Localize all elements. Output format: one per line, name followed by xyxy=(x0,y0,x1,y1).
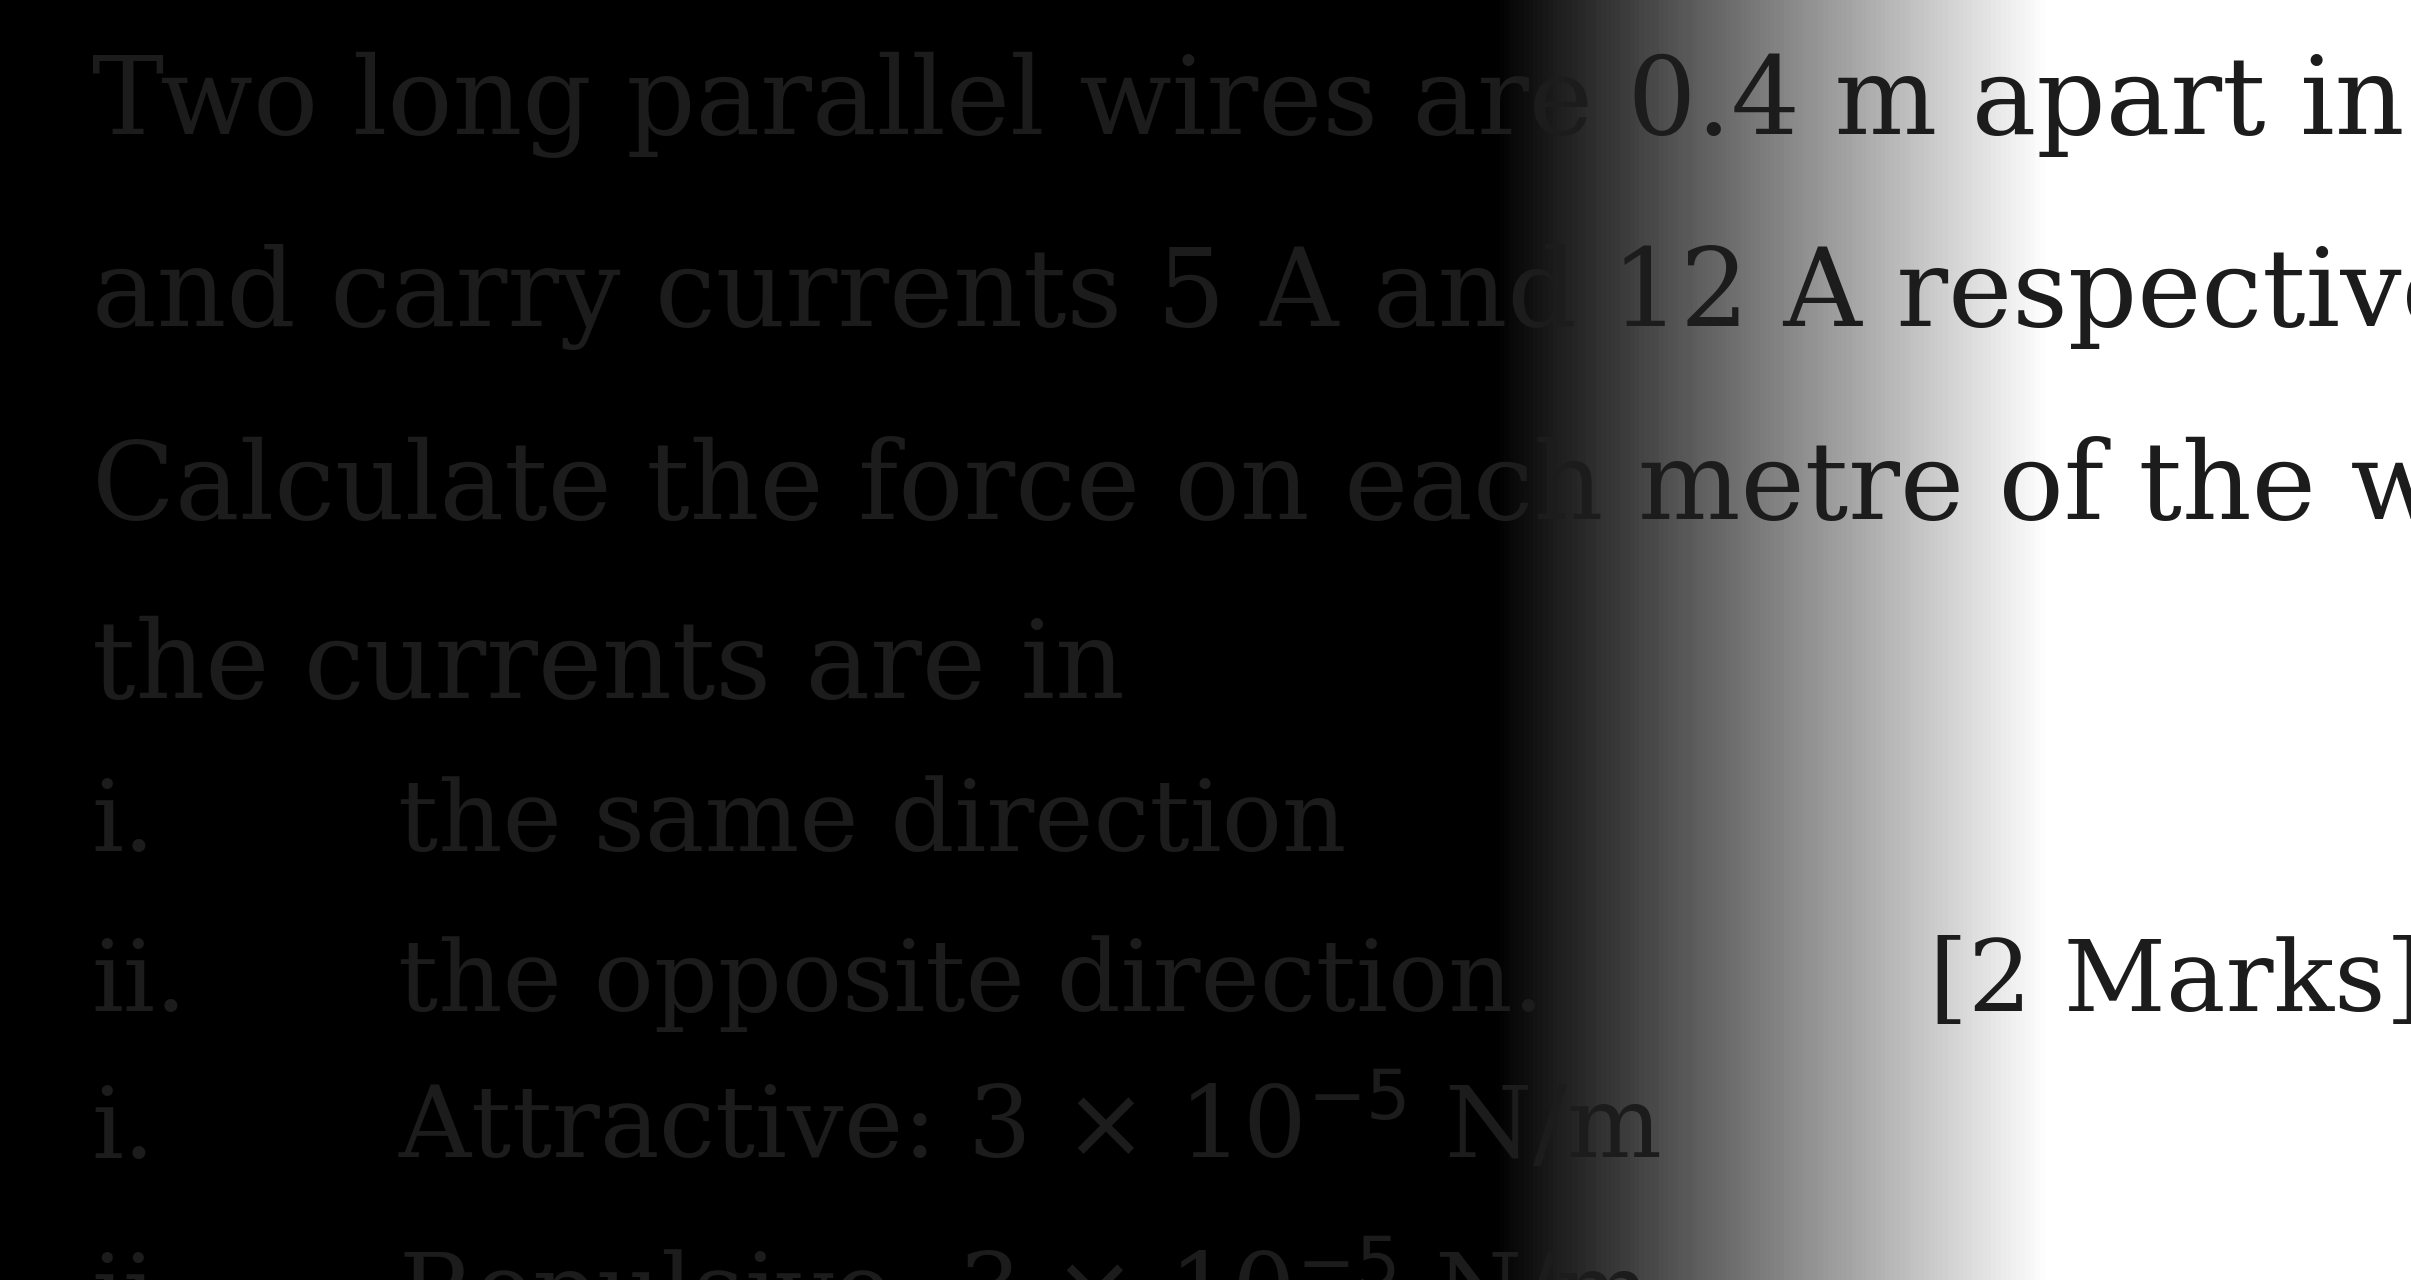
Text: i.: i. xyxy=(92,777,154,872)
Text: Attractive: 3 $\times$ 10$^{-5}$ N/m: Attractive: 3 $\times$ 10$^{-5}$ N/m xyxy=(398,1076,1661,1179)
Text: ii.: ii. xyxy=(92,937,188,1032)
Text: the same direction: the same direction xyxy=(398,777,1345,872)
Text: Calculate the force on each metre of the wire, if: Calculate the force on each metre of the… xyxy=(92,436,2411,541)
Text: [2 Marks]: [2 Marks] xyxy=(1929,937,2411,1032)
Text: Two long parallel wires are 0.4 m apart in air: Two long parallel wires are 0.4 m apart … xyxy=(92,52,2411,159)
Text: ii.: ii. xyxy=(92,1251,188,1280)
Text: Repulsive: 3 $\times$ 10$^{-5}$ N/m: Repulsive: 3 $\times$ 10$^{-5}$ N/m xyxy=(398,1233,1649,1280)
Text: the currents are in: the currents are in xyxy=(92,616,1124,721)
Text: i.: i. xyxy=(92,1084,154,1179)
Text: the opposite direction.: the opposite direction. xyxy=(398,936,1543,1032)
Text: and carry currents 5 A and 12 A respectively.: and carry currents 5 A and 12 A respecti… xyxy=(92,244,2411,351)
